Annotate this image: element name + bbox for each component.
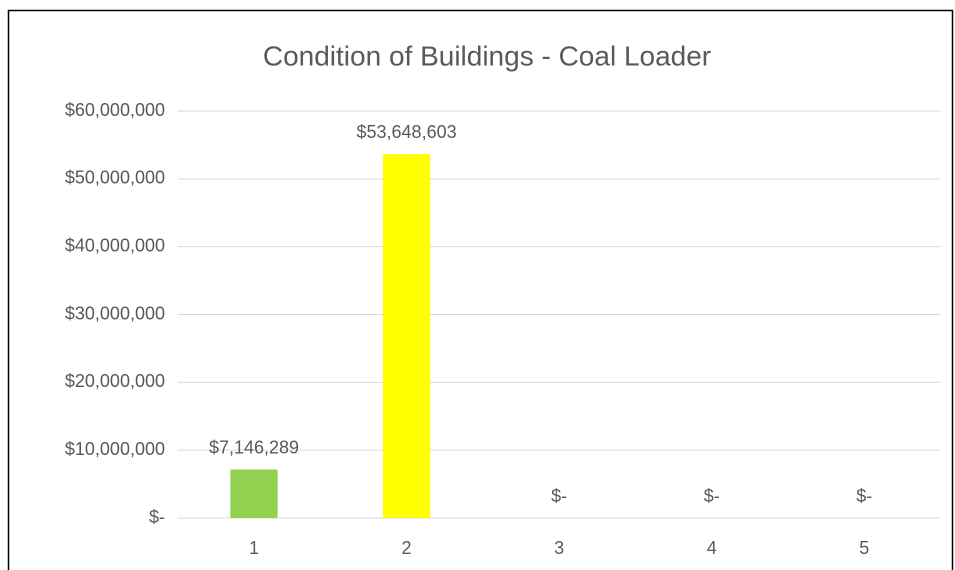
x-tick-label: 2 <box>402 538 412 558</box>
y-tick-label: $30,000,000 <box>65 303 165 323</box>
x-tick-label: 5 <box>859 538 869 558</box>
y-tick-label: $60,000,000 <box>65 100 165 120</box>
data-label: $7,146,289 <box>209 437 299 457</box>
data-label: $- <box>551 486 567 506</box>
y-tick-label: $10,000,000 <box>65 439 165 459</box>
y-tick-label: $40,000,000 <box>65 235 165 255</box>
y-tick-label: $20,000,000 <box>65 371 165 391</box>
chart-border <box>7 9 954 570</box>
y-tick-label: $50,000,000 <box>65 168 165 188</box>
x-tick-label: 3 <box>554 538 564 558</box>
x-tick-label: 1 <box>249 538 259 558</box>
bar <box>230 469 278 518</box>
y-tick-label: $- <box>149 507 165 527</box>
x-tick-label: 4 <box>707 538 717 558</box>
data-label: $- <box>704 486 720 506</box>
chart-title: Condition of Buildings - Coal Loader <box>263 40 711 71</box>
data-label: $53,648,603 <box>357 122 457 142</box>
bar <box>382 154 431 518</box>
data-label: $- <box>856 486 872 506</box>
